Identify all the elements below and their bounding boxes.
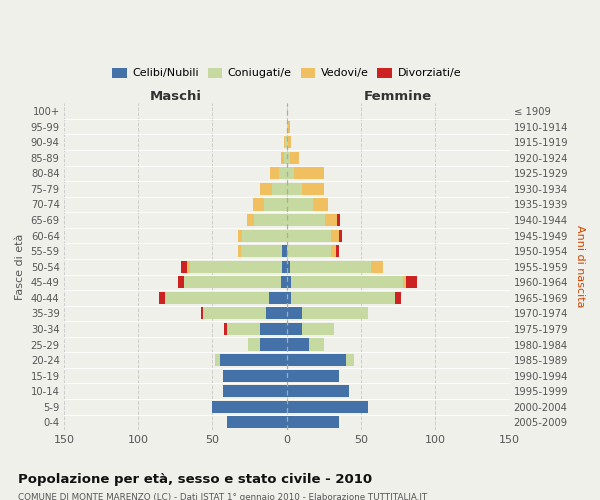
Bar xyxy=(346,354,353,366)
Bar xyxy=(238,245,241,257)
Y-axis label: Fasce di età: Fasce di età xyxy=(15,234,25,300)
Bar xyxy=(260,338,287,350)
Bar xyxy=(190,260,282,273)
Bar xyxy=(309,338,324,350)
Bar xyxy=(165,292,269,304)
Text: Femmine: Femmine xyxy=(364,90,432,102)
Bar xyxy=(254,214,287,226)
Y-axis label: Anni di nascita: Anni di nascita xyxy=(575,226,585,308)
Text: COMUNE DI MONTE MARENZO (LC) - Dati ISTAT 1° gennaio 2010 - Elaborazione TUTTITA: COMUNE DI MONTE MARENZO (LC) - Dati ISTA… xyxy=(18,492,427,500)
Bar xyxy=(223,370,287,382)
Bar xyxy=(242,230,287,241)
Bar xyxy=(331,230,338,241)
Bar xyxy=(291,292,395,304)
Text: Maschi: Maschi xyxy=(149,90,201,102)
Bar xyxy=(287,323,302,335)
Bar xyxy=(287,183,302,195)
Bar xyxy=(282,245,287,257)
Bar xyxy=(215,354,220,366)
Bar xyxy=(284,152,287,164)
Bar xyxy=(294,168,324,179)
Bar xyxy=(287,354,346,366)
Bar xyxy=(287,198,313,210)
Bar xyxy=(285,136,287,148)
Bar xyxy=(338,230,341,241)
Bar xyxy=(266,308,287,320)
Bar xyxy=(287,168,294,179)
Bar xyxy=(287,308,302,320)
Bar xyxy=(178,276,184,288)
Bar xyxy=(337,214,340,226)
Bar xyxy=(313,198,328,210)
Bar xyxy=(336,245,338,257)
Bar xyxy=(371,260,383,273)
Bar xyxy=(290,260,371,273)
Bar xyxy=(287,152,290,164)
Bar xyxy=(287,338,309,350)
Bar xyxy=(227,416,287,428)
Bar xyxy=(302,323,334,335)
Bar xyxy=(200,308,203,320)
Bar xyxy=(227,323,260,335)
Bar xyxy=(281,276,287,288)
Bar xyxy=(224,323,227,335)
Legend: Celibi/Nubili, Coniugati/e, Vedovi/e, Divorziati/e: Celibi/Nubili, Coniugati/e, Vedovi/e, Di… xyxy=(108,63,466,83)
Bar xyxy=(272,183,287,195)
Bar xyxy=(241,245,282,257)
Bar xyxy=(287,260,290,273)
Bar xyxy=(287,136,288,148)
Bar xyxy=(287,230,331,241)
Bar xyxy=(223,385,287,398)
Bar xyxy=(203,308,266,320)
Bar xyxy=(287,276,291,288)
Bar xyxy=(253,198,265,210)
Bar xyxy=(325,214,337,226)
Bar xyxy=(395,292,401,304)
Bar xyxy=(287,120,288,133)
Bar xyxy=(290,152,299,164)
Bar xyxy=(248,338,260,350)
Bar xyxy=(291,276,403,288)
Bar xyxy=(181,260,187,273)
Bar xyxy=(260,183,272,195)
Bar xyxy=(302,183,324,195)
Bar xyxy=(284,136,285,148)
Bar xyxy=(287,245,331,257)
Bar xyxy=(260,323,287,335)
Bar xyxy=(269,292,287,304)
Bar xyxy=(406,276,418,288)
Bar xyxy=(282,260,287,273)
Bar xyxy=(287,370,338,382)
Bar xyxy=(287,416,338,428)
Bar xyxy=(184,276,281,288)
Bar xyxy=(287,400,368,413)
Bar xyxy=(287,214,325,226)
Bar xyxy=(288,136,291,148)
Bar xyxy=(247,214,254,226)
Bar xyxy=(279,168,287,179)
Bar xyxy=(220,354,287,366)
Text: Popolazione per età, sesso e stato civile - 2010: Popolazione per età, sesso e stato civil… xyxy=(18,472,372,486)
Bar xyxy=(271,168,279,179)
Bar xyxy=(159,292,165,304)
Bar xyxy=(238,230,242,241)
Bar xyxy=(212,400,287,413)
Bar xyxy=(281,152,284,164)
Bar xyxy=(287,292,291,304)
Bar xyxy=(403,276,406,288)
Bar xyxy=(288,120,290,133)
Bar xyxy=(187,260,190,273)
Bar xyxy=(287,385,349,398)
Bar xyxy=(265,198,287,210)
Bar xyxy=(331,245,336,257)
Bar xyxy=(302,308,368,320)
